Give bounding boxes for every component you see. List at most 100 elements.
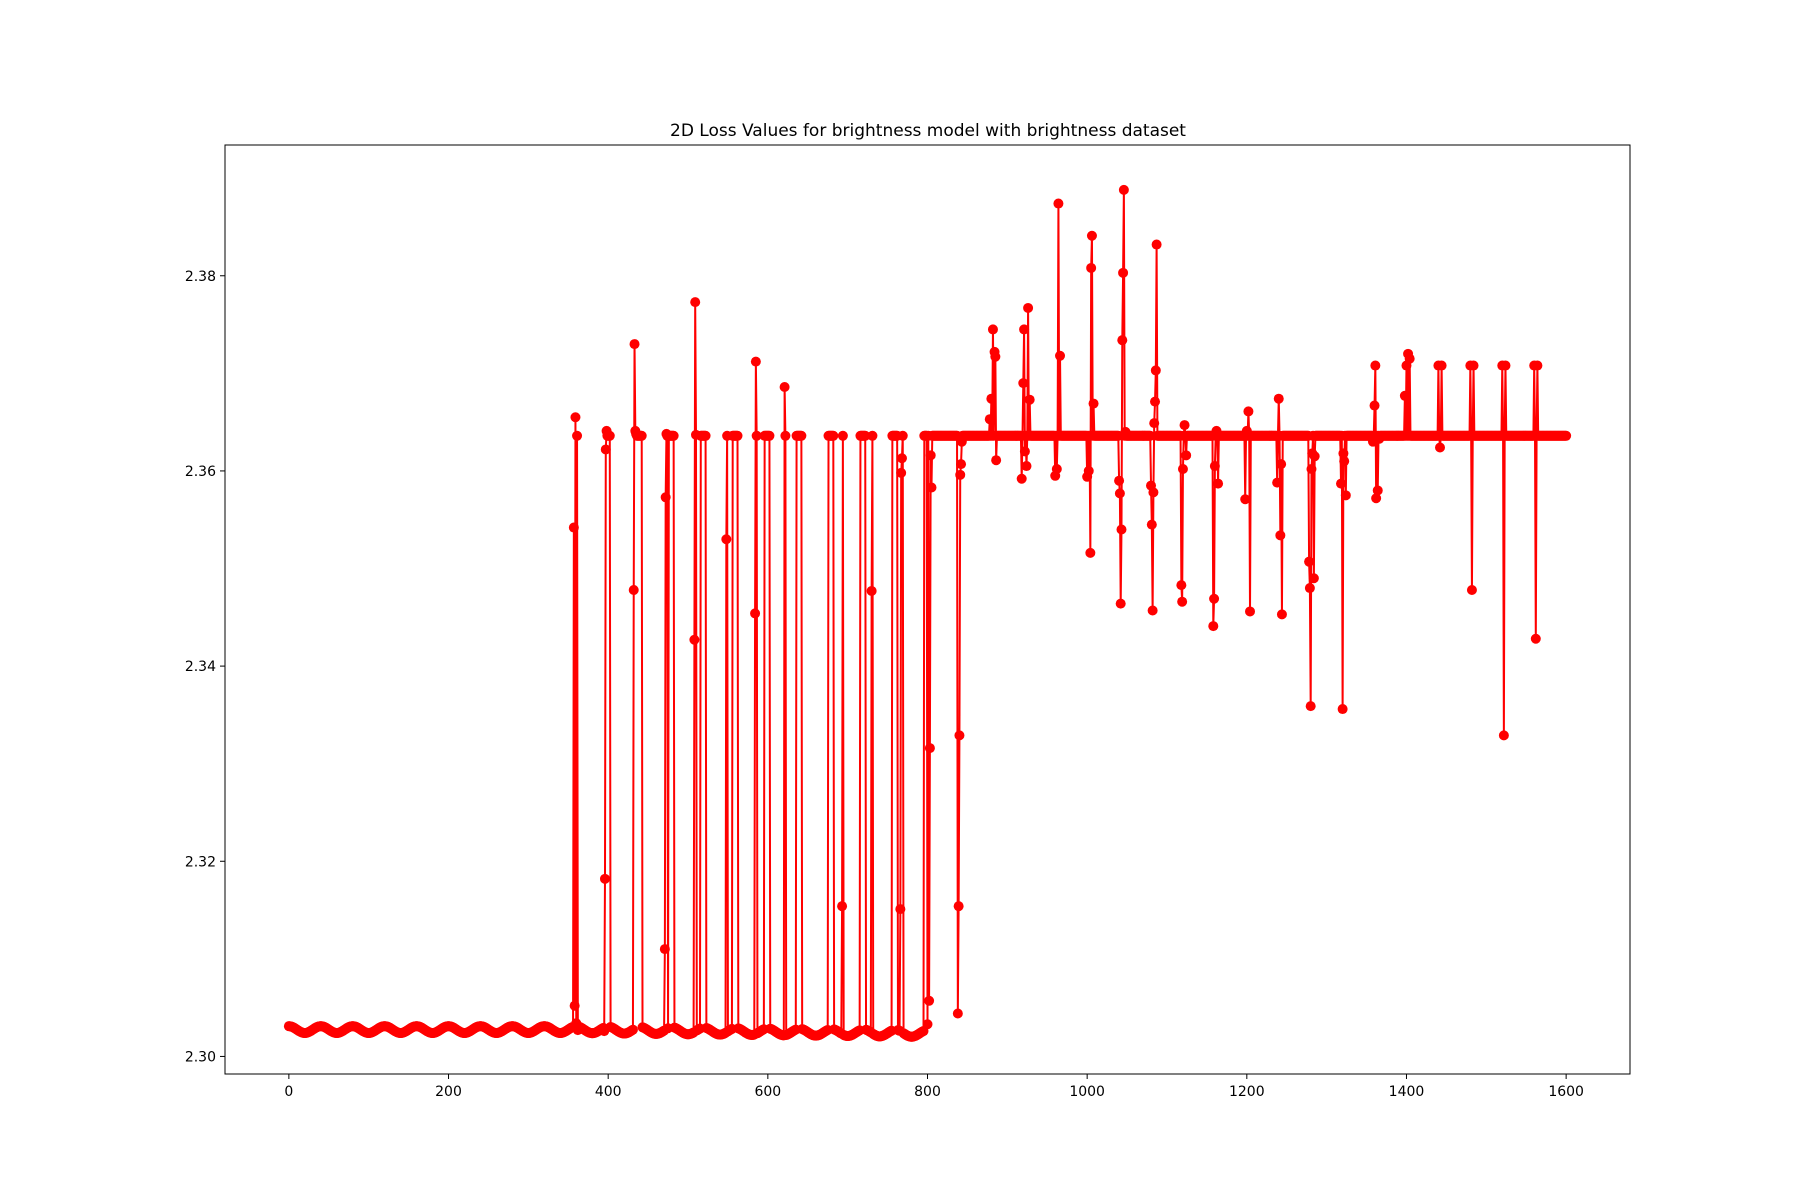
x-tick-label: 200 [435,1084,462,1100]
data-point [628,584,639,595]
data-point [1370,360,1381,371]
data-point [867,430,878,441]
data-point [1016,473,1027,484]
data-point [837,430,848,441]
data-point [926,482,937,493]
data-point [1276,609,1287,620]
data-point [1118,184,1129,195]
data-point [629,339,640,350]
data-point [1088,398,1099,409]
data-point [1436,360,1447,371]
data-point [924,743,935,754]
data-point [1340,490,1351,501]
plot-frame [224,144,1631,1075]
data-point [955,469,966,480]
data-point [1309,451,1320,462]
data-point [987,324,998,335]
x-tick-label: 600 [754,1084,781,1100]
data-point [627,1024,638,1035]
data-point [1019,324,1030,335]
data-point [1086,230,1097,241]
data-point [796,430,807,441]
data-point [1179,420,1190,431]
data-point [1085,547,1096,558]
data-point [1404,353,1415,364]
data-point [1245,606,1256,617]
data-point [1399,390,1410,401]
data-point [895,904,906,915]
series-loss [283,184,1572,1042]
data-point [1024,394,1035,405]
data-point [1305,701,1316,712]
data-point [896,453,907,464]
x-tick-label: 800 [914,1084,941,1100]
data-point [1150,365,1161,376]
y-tick-label: 2.30 [185,1049,216,1065]
data-point [1021,461,1032,472]
data-point [1213,478,1224,489]
data-point [1018,378,1029,389]
data-point [1053,198,1064,209]
data-point [1304,583,1315,594]
data-point [837,901,848,912]
data-point [925,450,936,461]
data-point [1019,446,1030,457]
data-point [1114,488,1125,499]
data-point [1147,605,1158,616]
y-tick-label: 2.38 [185,269,216,285]
data-point [1337,704,1348,715]
data-point [1145,430,1156,441]
data-point [954,730,965,741]
data-point [1372,485,1383,496]
data-point [1500,360,1511,371]
data-point [1468,360,1479,371]
data-point [604,430,615,441]
data-point [668,430,679,441]
data-point [1051,463,1062,474]
data-point [1304,556,1315,567]
x-axis: 0 200 400 600 800 1000 1200 1400 1600 [284,1074,1584,1100]
data-point [599,873,610,884]
data-point [1146,519,1157,530]
y-tick-label: 2.34 [185,659,216,675]
chart-title: 2D Loss Values for brightness model with… [670,121,1186,141]
data-point [1177,463,1188,474]
y-tick-label: 2.32 [185,854,216,870]
data-point [1339,456,1350,467]
data-point [690,297,701,308]
data-point [1177,596,1188,607]
data-point [1308,573,1319,584]
data-point [952,1008,963,1019]
data-point [721,534,732,545]
data-point [1273,393,1284,404]
data-point [1561,430,1572,441]
data-point [659,944,670,955]
data-point [764,430,775,441]
data-point [1151,239,1162,250]
data-point [700,430,711,441]
data-point [1149,418,1160,429]
data-point [732,430,743,441]
data-point [1306,463,1317,474]
data-point [1055,350,1066,361]
data-point [1276,459,1287,470]
data-point [689,634,700,645]
data-point [569,1000,580,1011]
data-point [1371,493,1382,504]
data-point [572,430,583,441]
data-point [1115,598,1126,609]
data-point [1498,730,1509,741]
data-point [1435,442,1446,453]
data-point [1086,262,1097,273]
data-point [636,430,647,441]
data-point [1083,465,1094,476]
data-point [750,608,761,619]
y-tick-label: 2.36 [185,464,216,480]
data-point [1272,477,1283,488]
x-tick-label: 1000 [1069,1084,1105,1100]
data-point [991,455,1002,466]
data-point [1116,524,1127,535]
data-point [1275,530,1286,541]
data-point [1181,450,1192,461]
data-point [1209,461,1220,472]
